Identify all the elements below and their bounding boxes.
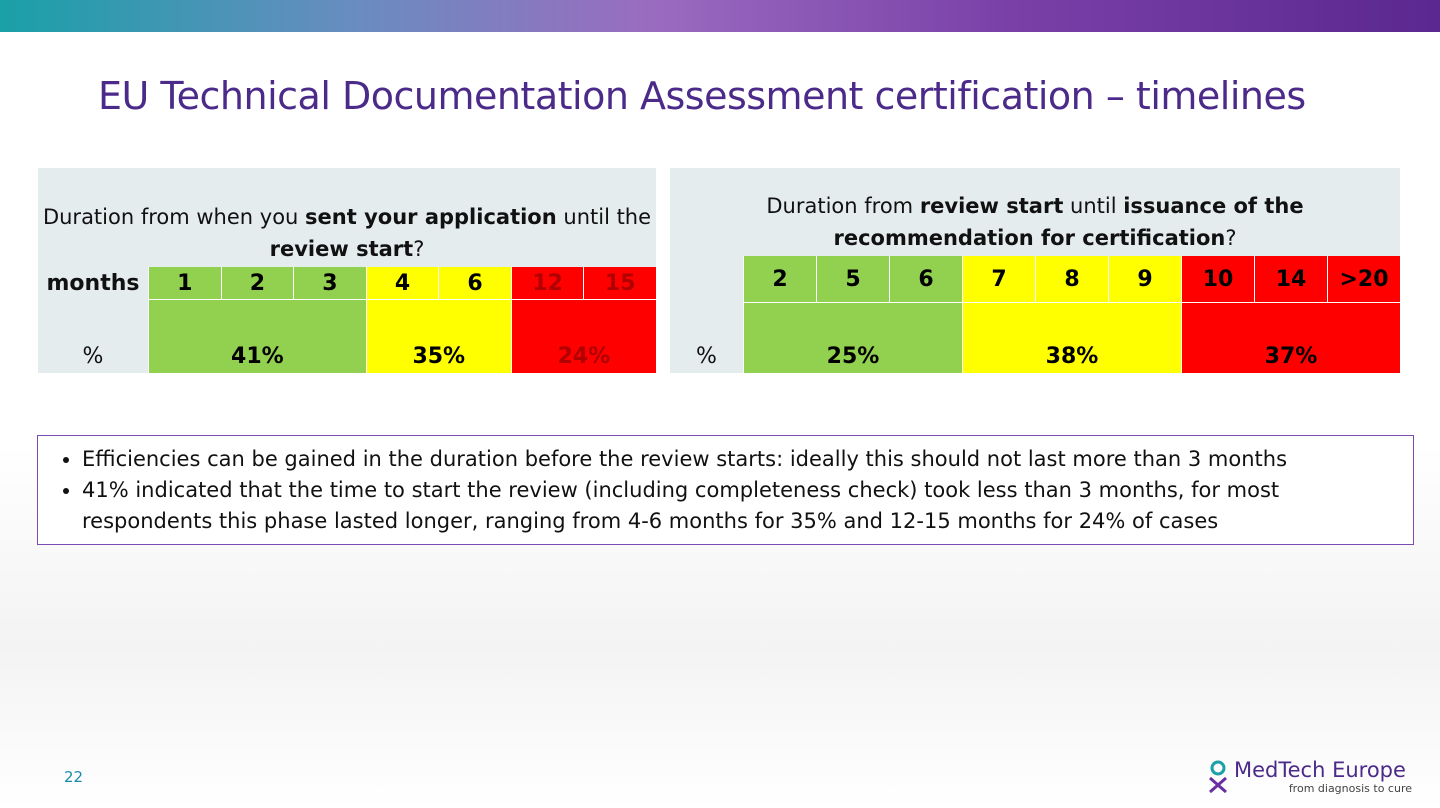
month-cell: 9 [1108, 256, 1181, 303]
month-cell: 8 [1035, 256, 1108, 303]
question-part: until [1063, 194, 1124, 218]
question-part: ? [1225, 226, 1237, 250]
month-cell: 14 [1254, 256, 1327, 303]
percent-cell: 38% [962, 303, 1181, 373]
top-bar [0, 0, 1440, 32]
month-cell: 10 [1181, 256, 1254, 303]
bullet: Efficiencies can be gained in the durati… [82, 444, 1393, 475]
page-number: 22 [64, 768, 84, 786]
bullet: 41% indicated that the time to start the… [82, 475, 1393, 537]
question-part: review start [919, 194, 1064, 218]
month-cell: 5 [816, 256, 889, 303]
row-label: % [696, 344, 717, 369]
logo-icon [1209, 760, 1227, 794]
question: Duration from review start until issuanc… [670, 168, 1400, 256]
question: Duration from when you sent your applica… [38, 168, 656, 267]
question-part: until the [556, 205, 652, 229]
month-cell: 6 [438, 267, 511, 300]
question-part: issuance of the recommendation for certi… [833, 194, 1304, 250]
month-cell: 4 [365, 267, 439, 300]
row-label: months [46, 271, 140, 296]
question-text: Duration from review start until issuanc… [674, 190, 1396, 254]
duration-table: Duration from review start until issuanc… [670, 168, 1400, 373]
month-cell: 1 [148, 267, 221, 300]
month-cell: 2 [743, 256, 816, 303]
percent-cell: 37% [1181, 303, 1400, 373]
month-cell: 7 [962, 256, 1035, 303]
duration-table: Duration from when you sent your applica… [38, 168, 656, 373]
bullet-box: Efficiencies can be gained in the durati… [37, 435, 1414, 545]
logo-tagline: from diagnosis to cure [1288, 782, 1412, 795]
month-cell: 15 [583, 267, 656, 300]
month-cell: 2 [220, 267, 294, 300]
question-part: Duration from when you [42, 205, 306, 229]
percent-cell: 25% [743, 303, 962, 373]
logo: MedTech Europe from diagnosis to cure [1206, 758, 1416, 798]
slide-title: EU Technical Documentation Assessment ce… [98, 74, 1306, 118]
percent-cell: 35% [365, 300, 511, 373]
question-part: ? [413, 237, 425, 261]
row-label: % [82, 344, 104, 369]
question-part: review start [269, 237, 414, 261]
month-cell: 12 [510, 267, 584, 300]
month-cell: 3 [293, 267, 366, 300]
percent-cell: 24% [510, 300, 656, 373]
logo-name: MedTech Europe [1234, 758, 1406, 782]
question-text: Duration from when you sent your applica… [42, 201, 652, 265]
month-cell: >20 [1327, 256, 1400, 303]
month-cell: 6 [889, 256, 962, 303]
question-part: sent your application [305, 205, 557, 229]
percent-cell: 41% [148, 300, 366, 373]
question-part: Duration from [766, 194, 920, 218]
